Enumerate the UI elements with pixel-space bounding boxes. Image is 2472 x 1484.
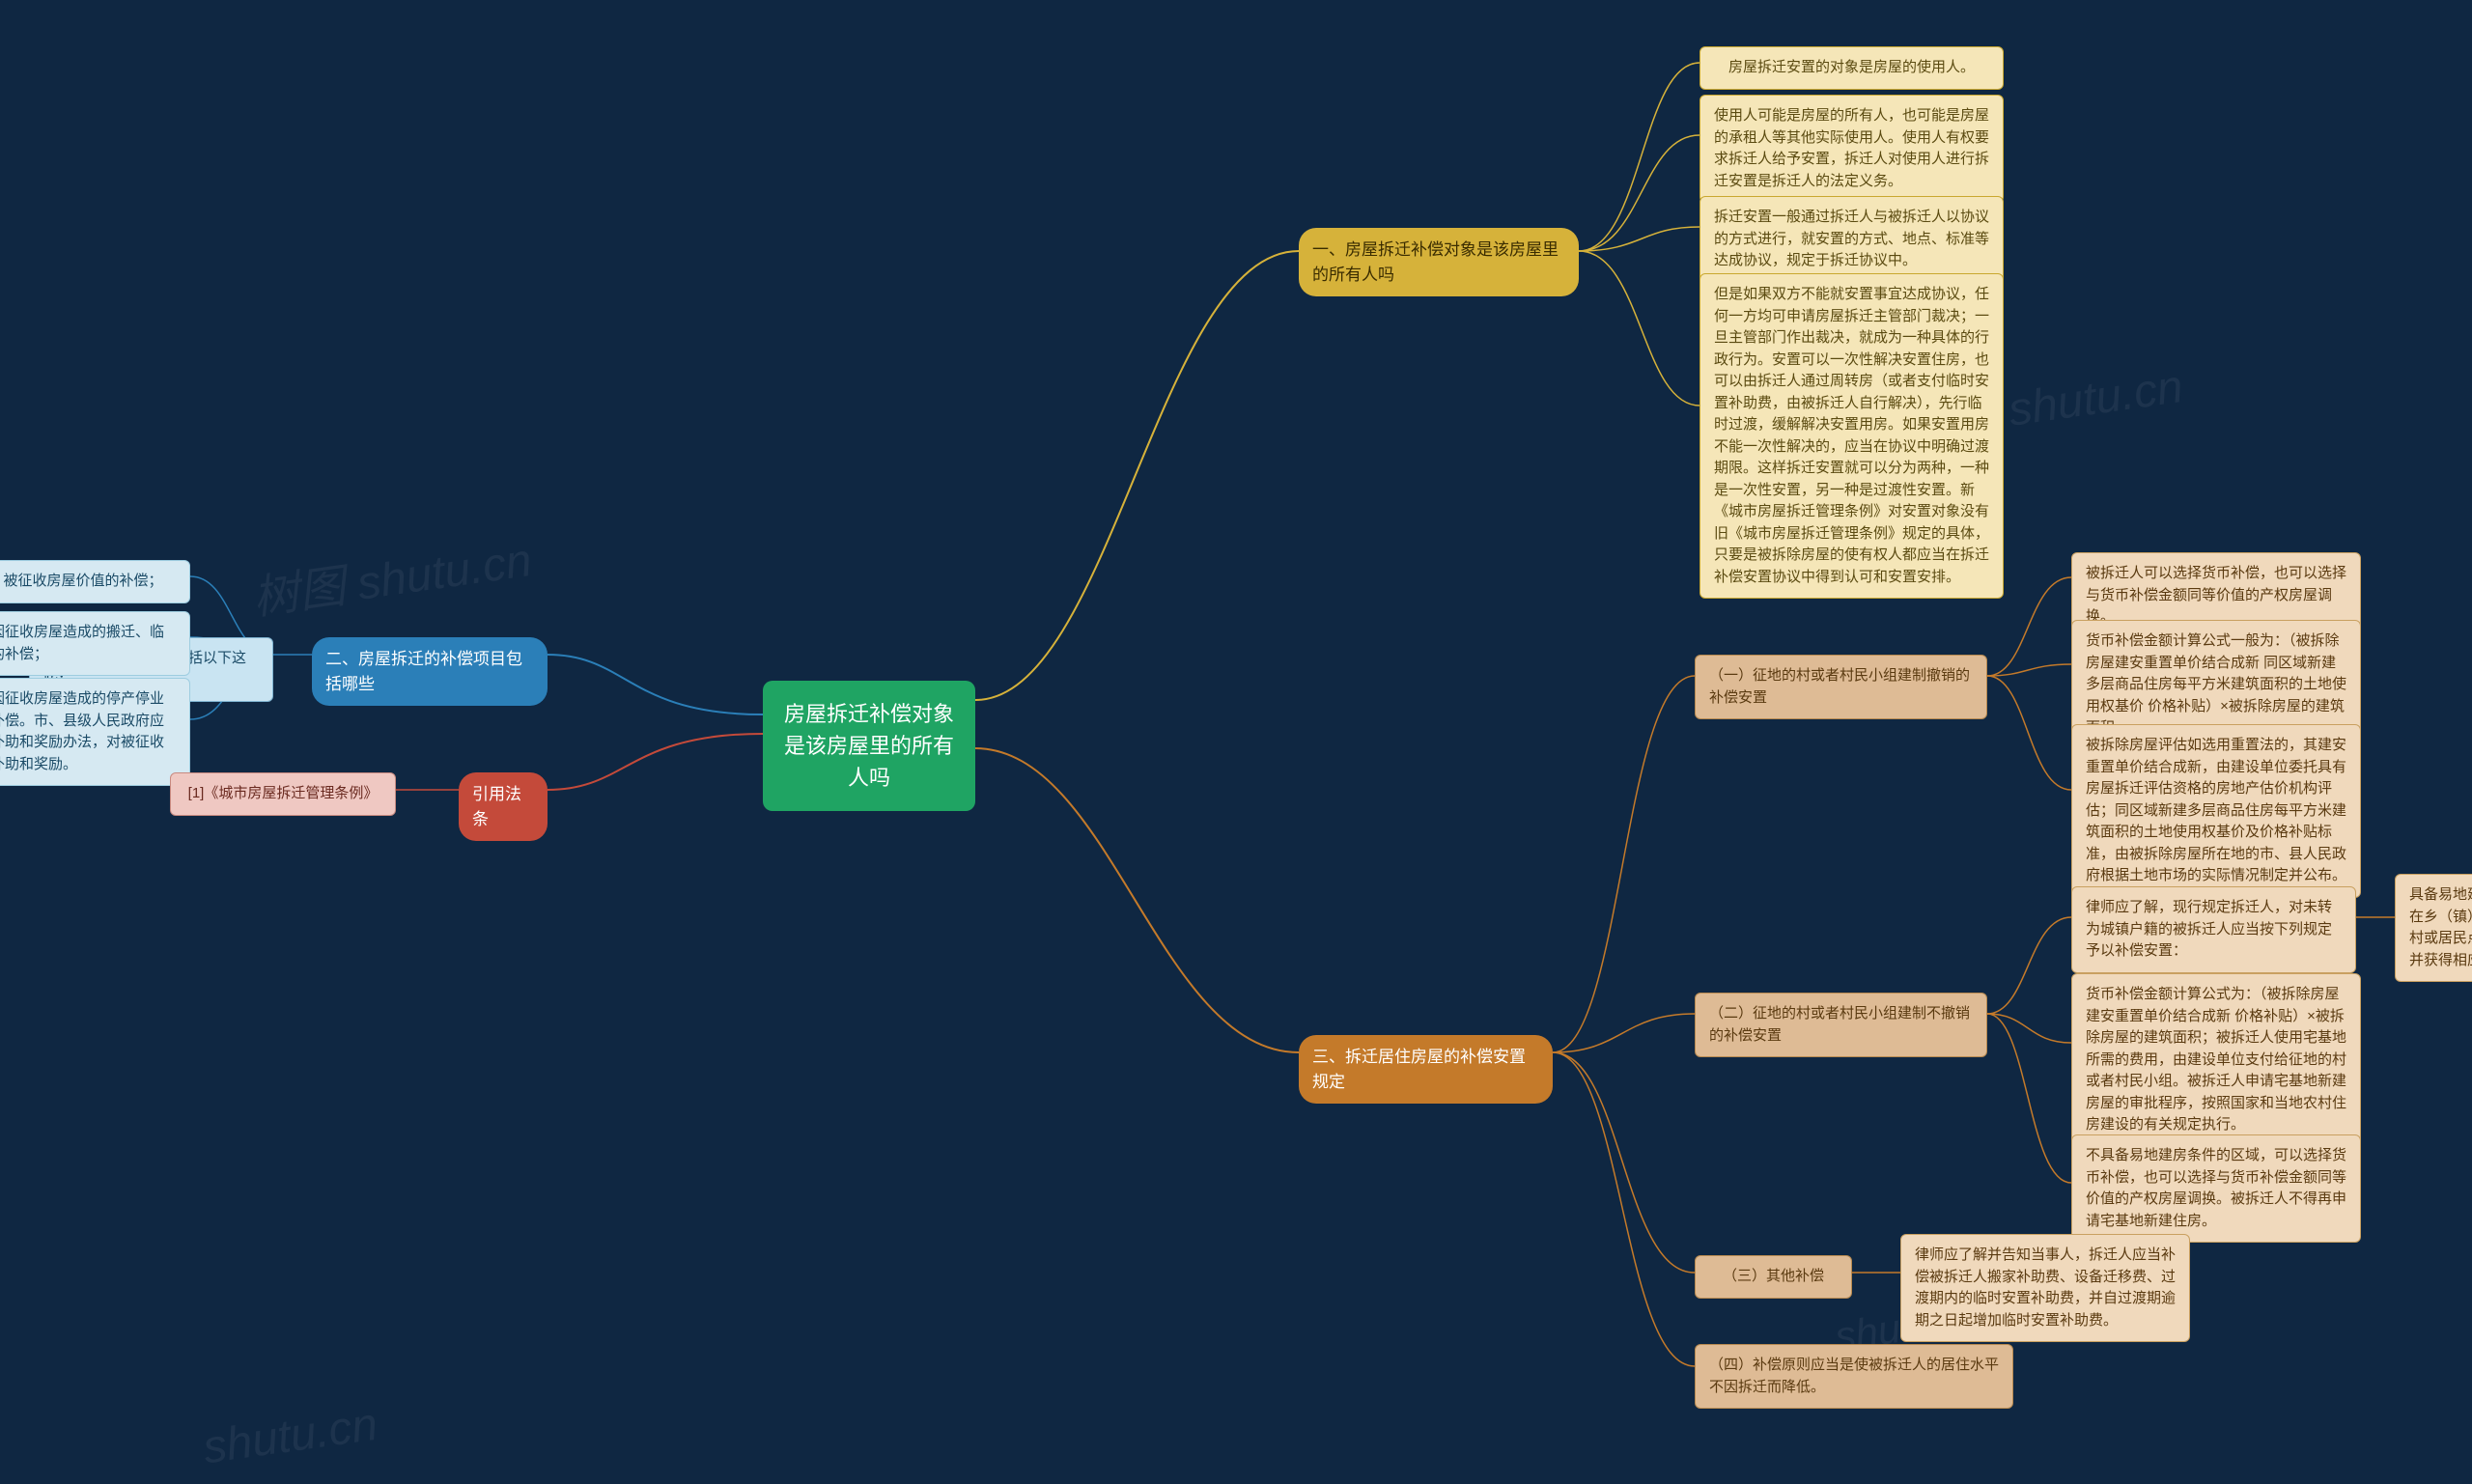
branch-4-sub-2-intro: 律师应了解，现行规定拆迁人，对未转为城镇户籍的被拆迁人应当按下列规定予以补偿安置… xyxy=(2071,886,2356,973)
branch-2-leaf-3: （三）因征收房屋造成的停产停业损失的补偿。市、县级人民政府应当制定补助和奖励办法… xyxy=(0,678,190,786)
branch-1-leaf-3: 拆迁安置一般通过拆迁人与被拆迁人以协议的方式进行，就安置的方式、地点、标准等达成… xyxy=(1700,196,2004,283)
branch-2: 二、房屋拆迁的补偿项目包括哪些 xyxy=(312,637,548,706)
branch-3: 引用法条 xyxy=(459,772,548,841)
branch-1-leaf-2: 使用人可能是房屋的所有人，也可能是房屋的承租人等其他实际使用人。使用人有权要求拆… xyxy=(1700,95,2004,203)
branch-1-leaf-4: 但是如果双方不能就安置事宜达成协议，任何一方均可申请房屋拆迁主管部门裁决；一旦主… xyxy=(1700,273,2004,599)
branch-1-leaf-1: 房屋拆迁安置的对象是房屋的使用人。 xyxy=(1700,46,2004,90)
branch-2-leaf-1: （一）被征收房屋价值的补偿； xyxy=(0,560,190,603)
branch-4-sub-3: （三）其他补偿 xyxy=(1695,1255,1852,1299)
branch-4-sub-2-leaf-3: 不具备易地建房条件的区域，可以选择货币补偿，也可以选择与货币补偿金额同等价值的产… xyxy=(2071,1134,2361,1243)
branch-4-sub-2: （二）征地的村或者村民小组建制不撤销的补偿安置 xyxy=(1695,993,1987,1057)
root-node: 房屋拆迁补偿对象是该房屋里的所有人吗 xyxy=(763,681,975,811)
branch-4-sub-4: （四）补偿原则应当是使被拆迁人的居住水平不因拆迁而降低。 xyxy=(1695,1344,2013,1409)
branch-3-leaf: [1]《城市房屋拆迁管理条例》 xyxy=(170,772,396,816)
branch-4-sub-2-leaf-1: 具备易地建房条件的区域，被拆迁人可以在乡（镇）土地利用总体规划确定的中心村或居民… xyxy=(2395,874,2472,982)
watermark: 树图 shutu.cn xyxy=(248,521,536,628)
branch-4-sub-2-leaf-2: 货币补偿金额计算公式为：（被拆除房屋建安重置单价结合成新 价格补贴）×被拆除房屋… xyxy=(2071,973,2361,1147)
branch-2-leaf-2: （二）因征收房屋造成的搬迁、临时安置的补偿； xyxy=(0,611,190,676)
branch-4-sub-1: （一）征地的村或者村民小组建制撤销的补偿安置 xyxy=(1695,655,1987,719)
watermark: shutu.cn xyxy=(200,1398,380,1475)
branch-4-sub-3-leaf: 律师应了解并告知当事人，拆迁人应当补偿被拆迁人搬家补助费、设备迁移费、过渡期内的… xyxy=(1900,1234,2190,1342)
branch-1: 一、房屋拆迁补偿对象是该房屋里的所有人吗 xyxy=(1299,228,1579,296)
branch-4: 三、拆迁居住房屋的补偿安置规定 xyxy=(1299,1035,1553,1104)
branch-4-sub-1-leaf-3: 被拆除房屋评估如选用重置法的，其建安重置单价结合成新，由建设单位委托具有房屋拆迁… xyxy=(2071,724,2361,898)
